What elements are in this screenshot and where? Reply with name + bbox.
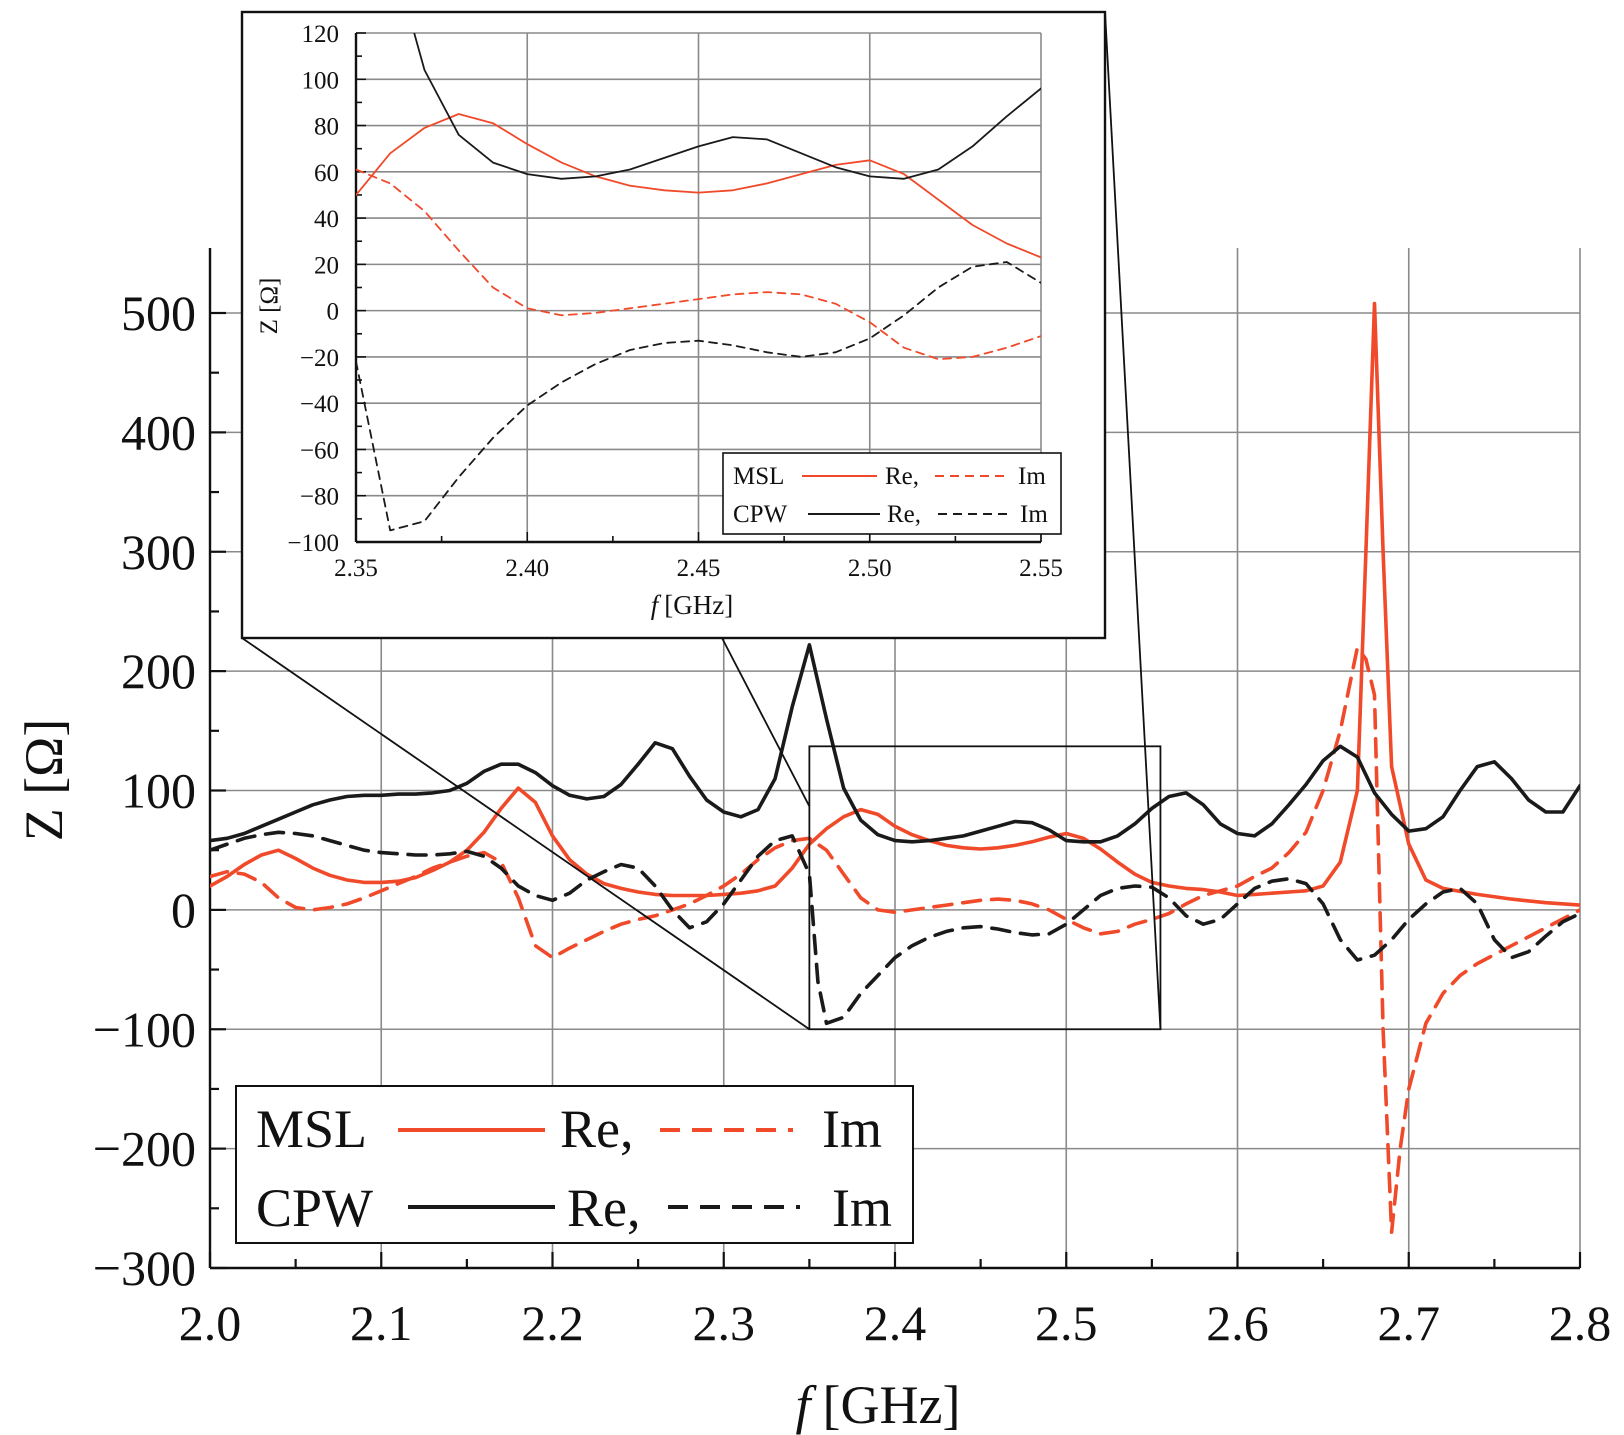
inset-y-tick-label: 100 [302,67,340,94]
main-y-tick-label: −100 [93,1001,196,1057]
inset-y-tick-label: 0 [327,299,340,326]
main-x-tick-label: 2.5 [1035,1295,1098,1351]
main-legend-box [235,1085,914,1244]
inset-y-tick-label: 60 [314,160,339,187]
main-series-cpw-re [210,643,1580,844]
inset-legend-cpw-re-label: Re, [887,501,921,528]
inset-y-tick-label: −60 [300,437,339,464]
inset-y-axis-label: Z [Ω] [256,278,283,335]
main-x-tick-label: 2.3 [693,1295,756,1351]
main-axes [208,248,1582,1270]
main-tick-labels: 2.0 2.1 2.2 2.3 2.4 2.5 2.6 2.7 2.8−300−200−1000… [93,285,1611,1351]
inset-frame [240,10,1107,640]
main-x-tick-label: 2.4 [864,1295,927,1351]
main-legend: MSL Re, Im CPW Re, Im [235,1085,914,1244]
inset-series-msl-re [356,113,1041,259]
inset-legend-msl-label: MSL [733,463,784,490]
inset-series-cpw-re [413,33,1041,180]
inset-tick-labels: 2.35 2.40 2.45 2.50 2.55 −100 −80 −60 −40 −20 0 20 4… [287,21,1062,582]
main-series [210,301,1580,1234]
inset-chart: 2.35 2.40 2.45 2.50 2.55 −100 −80 −60 −40 −20 0 20 4… [240,10,1107,640]
main-y-tick-label: 400 [121,404,196,460]
main-legend-cpw-im-label: Im [832,1178,892,1238]
zoom-connector-left [241,637,810,1030]
inset-y-tick-label: −20 [300,345,339,372]
main-y-axis-label: Z [Ω] [14,719,74,842]
main-legend-msl-re-label: Re, [560,1099,634,1159]
main-y-tick-label: 300 [121,524,196,580]
inset-x-tick-label: 2.45 [677,555,721,582]
inset-legend-cpw-label: CPW [733,501,788,528]
main-y-tick-label: 200 [121,643,196,699]
inset-legend-msl-re-label: Re, [885,463,919,490]
main-x-tick-label: 2.1 [350,1295,413,1351]
main-x-tick-label: 2.6 [1206,1295,1269,1351]
inset-legend: MSL Re, Im CPW Re, Im [722,452,1062,535]
main-legend-cpw-label: CPW [256,1178,373,1238]
main-x-axis-label: f [GHz] [796,1375,961,1435]
inset-y-tick-label: −80 [300,484,339,511]
inset-y-tick-label: 120 [302,21,340,48]
main-y-tick-label: −200 [93,1121,196,1177]
inset-legend-msl-im-label: Im [1018,463,1046,490]
inset-axes [354,32,1042,544]
inset-y-tick-label: 80 [314,114,339,141]
main-legend-msl-label: MSL [256,1099,367,1159]
main-y-tick-label: 100 [121,763,196,819]
inset-y-tick-label: 20 [314,252,339,279]
zoom-box [808,745,1162,1031]
inset-y-tick-label: 40 [314,206,339,233]
main-x-tick-label: 2.0 [179,1295,242,1351]
main-y-tick-label: −300 [93,1240,196,1296]
inset-grid [356,32,1042,542]
inset-y-tick-label: −40 [300,391,339,418]
zoom-connector-right [1104,11,1162,1030]
main-y-tick-label: 0 [171,882,196,938]
inset-x-tick-label: 2.40 [505,555,549,582]
inset-series-msl-im [356,168,1041,361]
main-x-tick-label: 2.2 [521,1295,584,1351]
inset-y-tick-label: −100 [287,530,339,557]
inset-x-tick-label: 2.35 [334,555,378,582]
main-x-tick-label: 2.8 [1549,1295,1612,1351]
inset-legend-box [722,452,1062,535]
inset-x-axis-label: f [GHz] [651,590,733,620]
main-series-cpw-im [210,830,1580,1026]
zoom-connector-mid [721,637,811,807]
zoom-indicator [241,11,1162,1031]
main-legend-cpw-re-label: Re, [567,1178,641,1238]
inset-x-tick-label: 2.50 [848,555,892,582]
inset-series-cpw-im [356,261,1041,532]
main-y-tick-label: 500 [121,285,196,341]
main-x-tick-label: 2.7 [1378,1295,1441,1351]
main-legend-msl-im-label: Im [822,1099,882,1159]
main-series-msl-im [210,645,1580,1234]
main-series-msl-re [210,301,1580,907]
inset-x-tick-label: 2.55 [1019,555,1063,582]
inset-legend-cpw-im-label: Im [1020,501,1048,528]
inset-series [356,33,1041,532]
